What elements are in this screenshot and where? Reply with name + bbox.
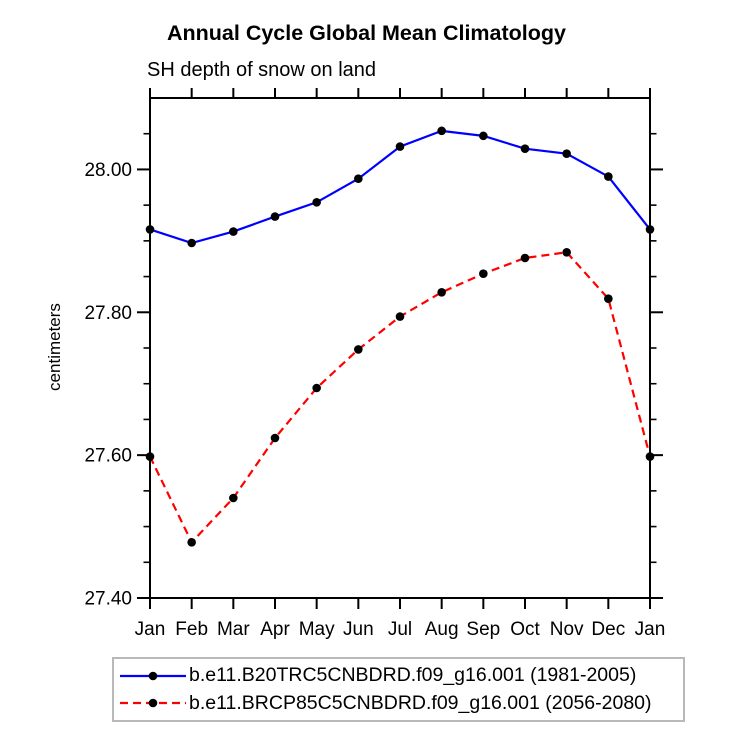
data-point-brcp85	[645, 452, 655, 461]
x-tick-label: Jan	[635, 619, 666, 640]
legend: b.e11.B20TRC5CNBDRD.f09_g16.001 (1981-20…	[112, 657, 685, 722]
data-point-brcp85	[562, 247, 571, 257]
data-point-brcp85	[354, 345, 363, 354]
data-point-brcp85	[312, 383, 321, 393]
data-point-brcp85	[520, 253, 530, 263]
y-tick-label: 28.00	[84, 160, 132, 181]
legend-marker-dot	[148, 699, 158, 708]
x-tick-label: May	[299, 619, 335, 640]
data-point-brcp85	[479, 269, 488, 279]
x-tick-label: Feb	[175, 619, 208, 640]
legend-marker-dot	[148, 671, 158, 680]
chart-title: Annual Cycle Global Mean Climatology	[166, 21, 566, 45]
x-tick-label: Aug	[425, 619, 459, 640]
data-point-b20trc5	[229, 227, 238, 236]
data-point-brcp85	[145, 452, 155, 461]
x-tick-label: Nov	[550, 619, 584, 640]
data-point-brcp85	[395, 312, 405, 321]
data-point-b20trc5	[395, 142, 405, 151]
x-tick-label: Jul	[388, 619, 412, 640]
y-tick-label: 27.40	[84, 589, 132, 610]
x-tick-label: Mar	[217, 619, 250, 640]
x-tick-label: Oct	[510, 619, 540, 640]
data-point-brcp85	[187, 537, 196, 547]
data-point-brcp85	[270, 433, 280, 443]
series-line-brcp85	[149, 251, 652, 545]
chart-subtitle: SH depth of snow on land	[147, 59, 377, 81]
x-tick-label: Jan	[135, 619, 166, 640]
x-tick-label: Dec	[591, 619, 625, 640]
data-point-b20trc5	[645, 225, 655, 234]
x-tick-label: Apr	[260, 619, 290, 640]
legend-label-series-1: b.e11.B20TRC5CNBDRD.f09_g16.001 (1981-20…	[189, 664, 637, 687]
legend-label-series-2: b.e11.BRCP85C5CNBDRD.f09_g16.001 (2056-2…	[189, 691, 652, 714]
y-tick-label: 27.80	[84, 303, 132, 324]
data-point-b20trc5	[437, 126, 446, 136]
data-point-brcp85	[604, 294, 613, 304]
plot-frame	[149, 97, 651, 599]
data-point-brcp85	[437, 287, 446, 297]
data-point-b20trc5	[312, 197, 321, 207]
data-point-b20trc5	[187, 238, 196, 248]
y-tick-label: 27.60	[84, 446, 132, 467]
data-point-b20trc5	[562, 149, 571, 159]
data-point-b20trc5	[479, 131, 488, 141]
x-tick-label: Sep	[466, 619, 500, 640]
legend-row: b.e11.BRCP85C5CNBDRD.f09_g16.001 (2056-2…	[119, 692, 683, 714]
data-point-b20trc5	[604, 172, 613, 181]
data-point-b20trc5	[145, 225, 155, 234]
legend-sample-dashed	[120, 699, 186, 708]
x-tick-label: Jun	[343, 619, 374, 640]
data-point-b20trc5	[270, 212, 280, 221]
data-point-b20trc5	[520, 144, 530, 154]
data-point-b20trc5	[354, 174, 363, 184]
legend-row: b.e11.B20TRC5CNBDRD.f09_g16.001 (1981-20…	[119, 664, 683, 687]
data-point-brcp85	[229, 493, 238, 503]
legend-sample-solid	[120, 671, 186, 680]
